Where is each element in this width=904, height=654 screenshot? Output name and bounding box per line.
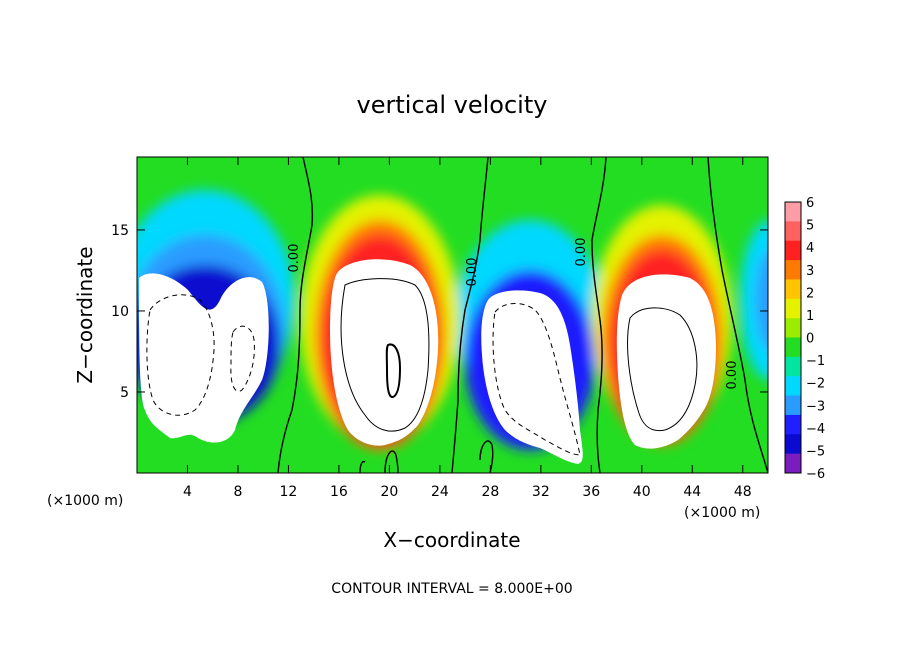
colorbar-segment-7 [785,337,801,358]
y-axis-ticks: 5 10 15 [111,223,768,401]
plot-frame [136,156,769,474]
colorbar-segment-13 [785,453,801,474]
colorbar-tick-label-10: −4 [806,422,825,437]
x-tick-label-9: 40 [633,484,651,500]
core-cell-3 [481,290,583,464]
positive-contour-cell-2 [340,278,430,432]
colorbar-tick-label-5: 1 [806,309,814,324]
x-tick-label-1: 8 [233,484,242,500]
colorbar-segment-5 [785,298,801,319]
near-surface-contour-a [359,460,366,473]
negative-contour-cell-1b [230,325,255,392]
contour-label-4: 0.00 [725,361,740,390]
x-tick-label-0: 4 [183,484,192,500]
colorbar-tick-label-12: −6 [806,467,825,482]
near-surface-contour-b [384,450,399,473]
colorbar-segment-2 [785,240,801,261]
x-unit-left: (×1000 m) [47,493,123,509]
colorbar-segment-12 [785,434,801,455]
x-tick-label-4: 20 [380,484,398,500]
inner-contour-cell-2 [385,343,402,398]
halo-right-edge [740,220,768,380]
y-axis-label: Z−coordinate [73,246,97,383]
colorbar-tick-label-6: 0 [806,332,814,347]
y-tick-label-2: 15 [111,223,129,239]
colorbar-tick-label-3: 3 [806,264,814,279]
contours [146,157,768,473]
x-axis-label: X−coordinate [383,528,520,552]
zero-contour-3 [591,157,607,473]
colorbar-segment-9 [785,376,801,397]
negative-contour-cell-3 [492,303,581,456]
contour-interval-note: CONTOUR INTERVAL = 8.000E+00 [331,581,572,597]
x-tick-label-6: 28 [481,484,499,500]
colorbar-tick-label-11: −5 [806,444,825,459]
colorbar: 6 5 4 3 2 1 0 −1 −2 −3 −4 −5 −6 [784,196,825,482]
core-cell-1 [139,273,269,443]
colorbar-segment-8 [785,356,801,377]
negative-contour-cell-1a [146,294,215,416]
contour-label-3: 0.00 [574,238,589,267]
zero-contour-2 [451,157,489,473]
colorbar-segment-10 [785,395,801,416]
colorbar-tick-label-8: −2 [806,377,825,392]
x-tick-label-7: 32 [532,484,550,500]
colorbar-segment-3 [785,260,801,280]
x-axis-ticks: 4 8 12 16 20 24 28 32 36 40 44 48 [183,157,752,500]
x-tick-label-10: 44 [683,484,701,500]
zero-contour-4 [707,157,768,473]
x-tick-label-3: 16 [330,484,348,500]
x-unit-right: (×1000 m) [684,505,760,521]
core-cell-4 [616,274,716,449]
colorbar-frame [784,201,802,474]
contour-label-1: 0.00 [287,244,302,273]
colorbar-tick-label-2: 4 [806,241,814,256]
zero-contour-1 [277,157,314,473]
contour-label-2: 0.00 [465,258,480,287]
colorbar-tick-label-7: −1 [806,354,825,369]
colorbar-tick-label-4: 2 [806,286,814,301]
colorbar-tick-label-1: 5 [806,219,814,234]
colorbar-segment-6 [785,318,801,338]
near-surface-contour-c [479,440,494,473]
ring-right [756,251,768,349]
x-tick-label-11: 48 [734,484,752,500]
x-tick-label-8: 36 [582,484,600,500]
colorbar-tick-label-9: −3 [806,399,825,414]
plot-area [137,157,768,473]
y-tick-label-0: 5 [120,385,129,401]
x-tick-label-5: 24 [431,484,449,500]
colorbar-tick-label-0: 6 [806,196,814,211]
contour-labels: 0.00 0.00 0.00 0.00 [287,238,740,390]
colorbar-segment-0 [785,202,801,222]
colorbar-segment-11 [785,414,801,435]
x-tick-label-2: 12 [280,484,298,500]
core-cell-2 [330,259,439,446]
y-tick-label-1: 10 [111,304,129,320]
positive-contour-cell-4 [627,307,698,432]
colorbar-segment-1 [785,221,801,242]
chart-title: vertical velocity [357,91,548,119]
colorbar-segment-4 [785,279,801,300]
